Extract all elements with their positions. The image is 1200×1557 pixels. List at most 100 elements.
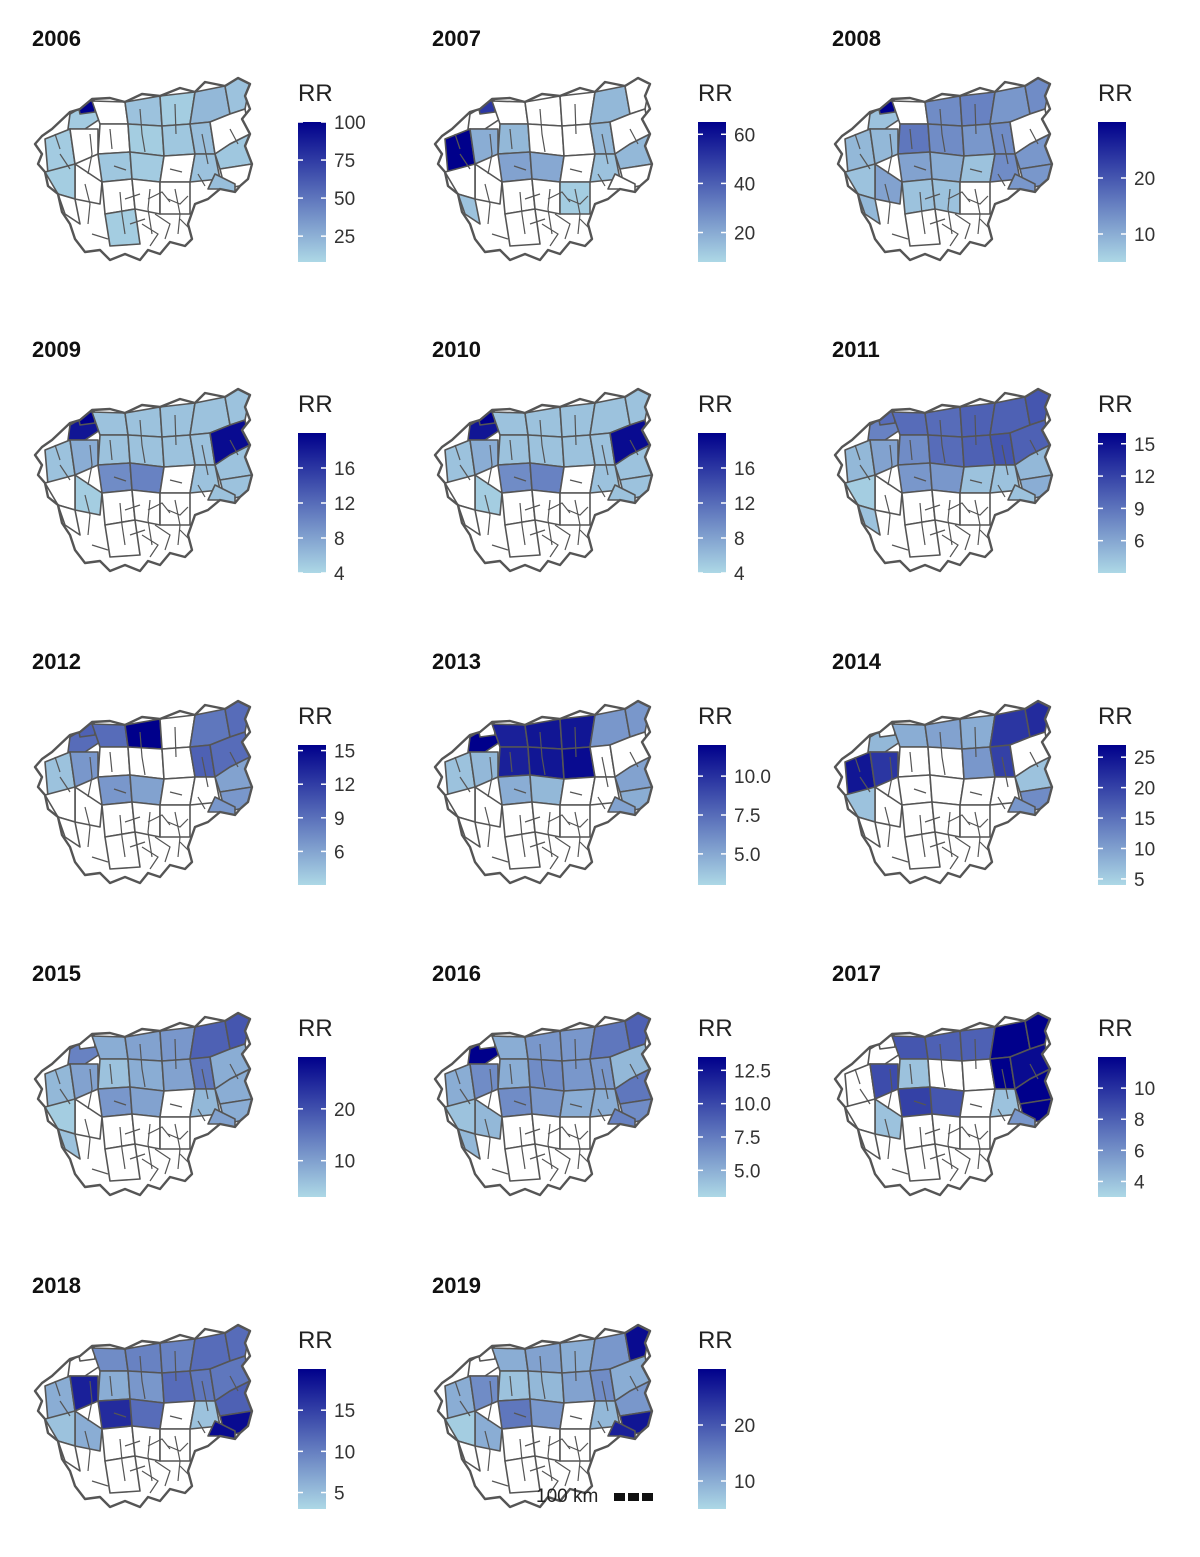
district-boundary xyxy=(459,153,471,170)
district-boundary xyxy=(854,1068,861,1085)
district-boundary xyxy=(139,1043,146,1088)
district-boundary xyxy=(947,502,971,514)
district-boundary xyxy=(54,444,61,461)
district-boundary xyxy=(547,502,571,514)
province-region xyxy=(929,774,965,806)
district-boundary xyxy=(629,751,639,768)
district-boundary xyxy=(167,506,189,516)
legend-tick-label: 5 xyxy=(334,1484,345,1505)
district-boundary xyxy=(547,1438,571,1450)
district-boundary xyxy=(941,1158,959,1182)
province-region xyxy=(897,1086,933,1118)
legend-title: RR xyxy=(1098,703,1133,730)
province-region xyxy=(131,489,161,526)
province-region xyxy=(501,801,536,838)
district-boundary xyxy=(513,476,527,482)
panel-year-title: 2015 xyxy=(32,961,81,986)
panel-year-title: 2018 xyxy=(32,1273,81,1298)
district-boundary xyxy=(919,1126,926,1170)
map-panel-2012: 2012 RR 6 9 12 15 xyxy=(0,623,400,933)
province-region xyxy=(57,816,81,848)
district-boundary xyxy=(597,796,606,810)
map-panel-2013: 2013 RR 5.0 7.5 10.0 xyxy=(400,623,800,933)
province-region xyxy=(897,1058,931,1090)
rr-legend: RR 4 8 12 16 xyxy=(270,391,390,591)
province-region xyxy=(559,464,596,494)
panel-year-title: 2010 xyxy=(432,337,481,362)
map-panel-2014: 2014 RR 5 10 15 20 25 xyxy=(800,623,1200,933)
district-boundary xyxy=(91,1168,109,1175)
province-region xyxy=(901,801,936,838)
legend-colorbar xyxy=(298,1369,326,1509)
district-boundary xyxy=(129,218,146,225)
district-boundary xyxy=(529,841,546,848)
province-region xyxy=(559,1428,591,1462)
district-boundary xyxy=(859,1088,871,1105)
legend-tick-label: 15 xyxy=(334,742,355,763)
country-border xyxy=(833,387,1054,573)
district-boundary xyxy=(947,188,953,235)
district-boundary xyxy=(174,1123,181,1170)
district-boundary xyxy=(87,133,93,175)
district-boundary xyxy=(929,841,946,848)
district-boundary xyxy=(54,1068,61,1085)
scale-bar-segment xyxy=(642,1493,653,1501)
panel-year-title: 2006 xyxy=(32,26,81,51)
district-boundary xyxy=(87,1068,93,1110)
cambodia-map xyxy=(33,76,254,262)
district-boundary xyxy=(629,128,639,145)
province-region xyxy=(101,1113,136,1150)
legend-title: RR xyxy=(698,703,733,730)
district-boundary xyxy=(487,1380,493,1422)
province-region xyxy=(97,462,133,494)
district-boundary xyxy=(541,1470,559,1494)
province-region xyxy=(159,1428,191,1462)
district-boundary xyxy=(487,756,493,798)
province-region xyxy=(857,504,881,536)
district-boundary xyxy=(967,195,989,205)
legend-tick-label: 20 xyxy=(734,1416,755,1437)
district-boundary xyxy=(529,529,546,536)
district-boundary xyxy=(141,846,159,870)
district-boundary xyxy=(119,1126,126,1170)
province-region xyxy=(131,178,161,215)
province-region xyxy=(904,831,941,870)
country-border xyxy=(433,387,654,573)
country-border xyxy=(433,699,654,885)
district-boundary xyxy=(459,776,471,793)
district-boundary xyxy=(174,726,177,758)
province-region xyxy=(897,151,933,183)
district-boundary xyxy=(954,213,971,240)
province-region xyxy=(897,774,933,806)
district-boundary xyxy=(1029,439,1039,456)
province-region xyxy=(97,1398,133,1430)
panel-year-title: 2007 xyxy=(432,26,481,51)
district-boundary xyxy=(554,1148,571,1175)
district-boundary xyxy=(147,1123,153,1170)
country-border xyxy=(33,1011,254,1197)
district-boundary xyxy=(601,444,609,476)
district-boundary xyxy=(974,1123,981,1170)
district-boundary xyxy=(1029,1063,1039,1080)
district-boundary xyxy=(124,816,141,823)
rr-legend: RR 25 50 75 100 xyxy=(270,80,390,280)
district-boundary xyxy=(109,128,113,150)
legend-tick-label: 9 xyxy=(334,809,345,830)
province-region xyxy=(457,504,481,536)
province-region xyxy=(131,1425,161,1462)
district-boundary xyxy=(113,1100,127,1106)
legend-title: RR xyxy=(298,703,333,730)
district-boundary xyxy=(154,524,171,551)
district-boundary xyxy=(854,133,861,150)
district-boundary xyxy=(854,756,861,773)
district-boundary xyxy=(574,1435,581,1482)
map-panel-2007: 2007 RR 20 40 60 xyxy=(400,0,800,310)
province-region xyxy=(104,1455,141,1494)
cambodia-map xyxy=(33,387,254,573)
rr-legend: RR 4 6 8 10 xyxy=(1070,1015,1190,1215)
legend-colorbar xyxy=(698,1057,726,1197)
district-boundary xyxy=(547,1126,571,1138)
district-boundary xyxy=(913,165,927,171)
district-boundary xyxy=(569,1103,583,1108)
